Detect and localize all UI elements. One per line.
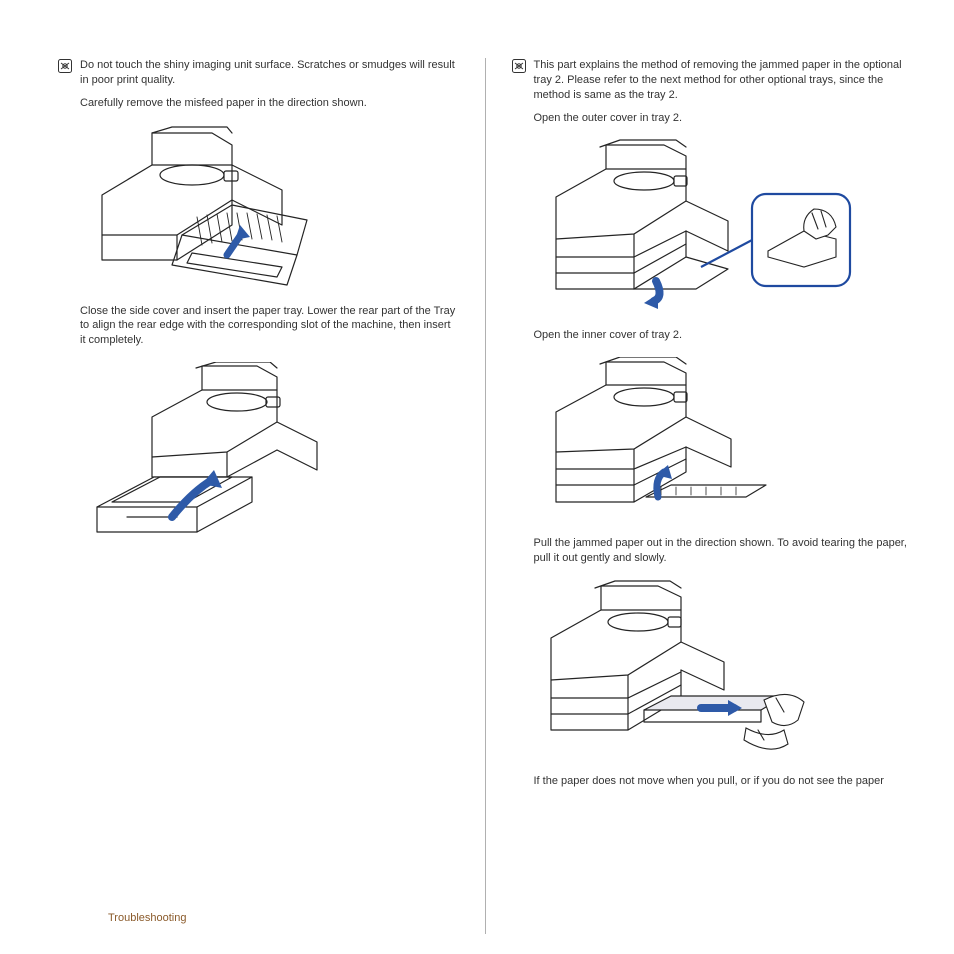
- left-step-1: Carefully remove the misfeed paper in th…: [80, 96, 459, 111]
- note-icon: [512, 59, 526, 73]
- page-footer-title: Troubleshooting: [108, 912, 186, 924]
- illustration-outer-cover: [536, 139, 913, 314]
- caution-text: Do not touch the shiny imaging unit surf…: [80, 58, 459, 88]
- manual-page: Do not touch the shiny imaging unit surf…: [0, 0, 954, 954]
- illustration-side-open: [82, 125, 459, 290]
- caution-note: Do not touch the shiny imaging unit surf…: [58, 58, 459, 88]
- right-column: This part explains the method of removin…: [486, 58, 913, 934]
- left-column: Do not touch the shiny imaging unit surf…: [58, 58, 485, 934]
- right-step-4: If the paper does not move when you pull…: [534, 774, 913, 789]
- right-step-2: Open the inner cover of tray 2.: [534, 328, 913, 343]
- illustration-insert-tray: [82, 362, 459, 552]
- illustration-inner-cover: [536, 357, 913, 522]
- note-icon: [58, 59, 72, 73]
- illustration-pull-paper: [536, 580, 913, 760]
- left-step-2: Close the side cover and insert the pape…: [80, 304, 459, 349]
- info-note: This part explains the method of removin…: [512, 58, 913, 103]
- right-step-1: Open the outer cover in tray 2.: [534, 111, 913, 126]
- right-step-3: Pull the jammed paper out in the directi…: [534, 536, 913, 566]
- info-text: This part explains the method of removin…: [534, 58, 913, 103]
